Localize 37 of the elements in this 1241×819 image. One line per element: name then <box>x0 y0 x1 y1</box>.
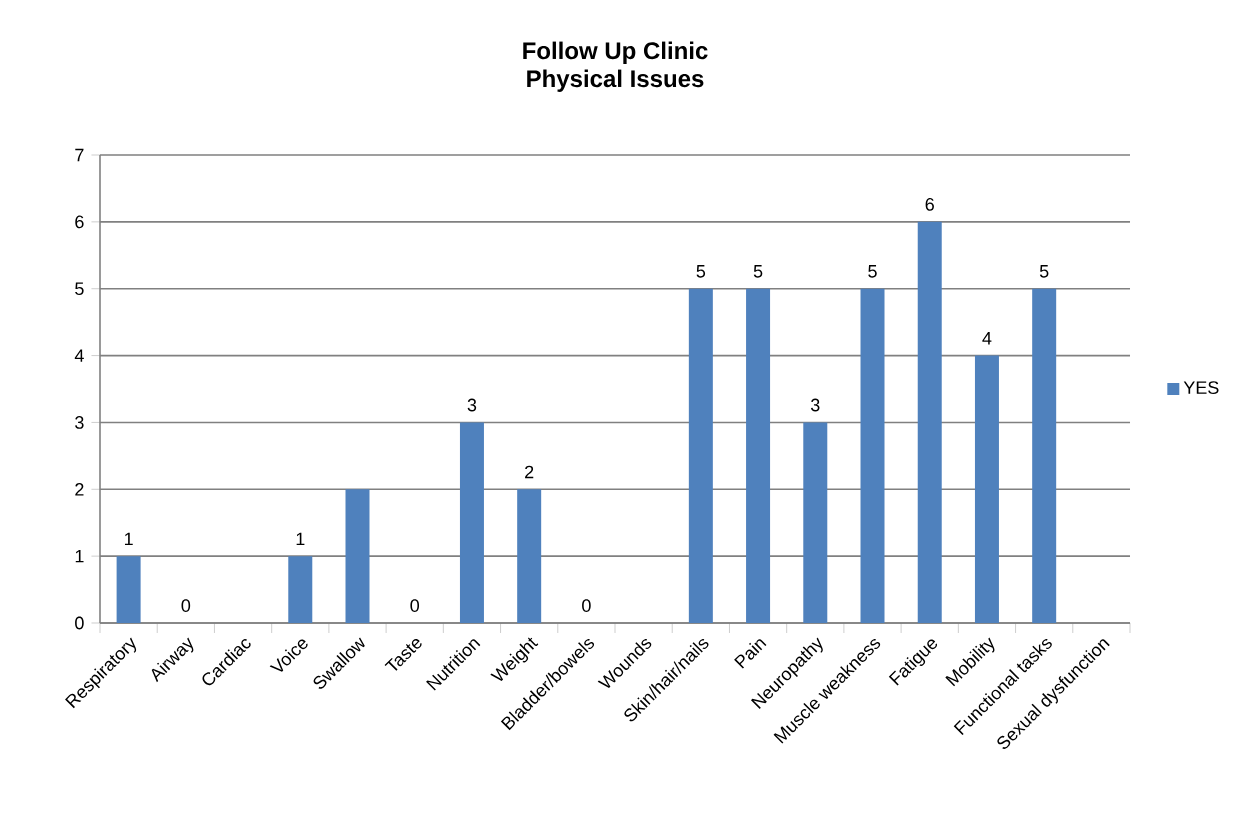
data-label: 6 <box>925 198 934 211</box>
bar <box>746 288 771 623</box>
data-label: 0 <box>410 599 420 612</box>
bar <box>288 556 313 623</box>
data-label: 0 <box>181 599 191 612</box>
y-tick-label: 2 <box>75 482 84 496</box>
data-label: 1 <box>124 532 133 546</box>
data-label: 0 <box>582 599 591 612</box>
data-label: 1 <box>296 532 305 546</box>
bar <box>803 422 828 623</box>
chart-subtitle: Physical Issues <box>527 69 704 92</box>
y-tick-label: 7 <box>75 148 84 162</box>
data-label: 5 <box>1039 265 1049 278</box>
bar <box>688 288 713 623</box>
data-label: 5 <box>868 265 877 278</box>
data-label: 5 <box>753 265 763 278</box>
y-tick-label: 5 <box>75 282 84 296</box>
chart-title: Follow Up Clinic <box>523 41 708 64</box>
bar <box>517 489 542 623</box>
bar <box>116 556 141 623</box>
data-label: 3 <box>467 398 477 412</box>
bar <box>917 221 942 623</box>
y-tick-label: 4 <box>74 349 84 362</box>
y-tick-label: 0 <box>75 616 84 630</box>
bar <box>974 355 999 623</box>
y-tick-label: 1 <box>75 549 84 563</box>
bar <box>345 489 370 623</box>
bar <box>860 288 885 623</box>
y-tick-label: 3 <box>75 416 84 429</box>
legend-label: YES <box>1183 381 1219 394</box>
data-label: 4 <box>982 332 992 345</box>
data-label: 3 <box>810 398 820 412</box>
data-label: 5 <box>696 265 706 278</box>
data-label: 2 <box>525 465 534 479</box>
bar <box>459 422 484 623</box>
bar <box>1032 288 1057 623</box>
y-tick-label: 6 <box>75 215 84 229</box>
